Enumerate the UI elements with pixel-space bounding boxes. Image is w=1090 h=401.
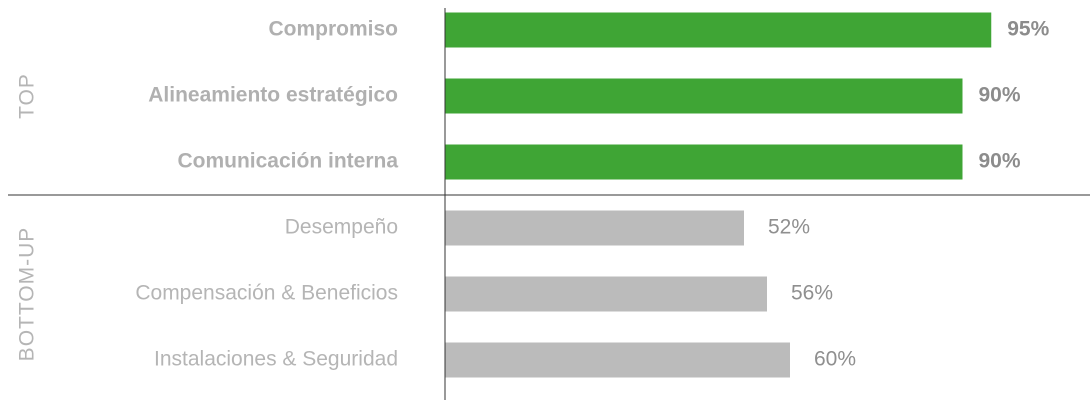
value-label: 90% — [979, 84, 1021, 107]
bar — [445, 12, 992, 48]
bar — [445, 78, 963, 114]
group-label: TOP — [16, 73, 39, 119]
bar — [445, 210, 744, 246]
bar — [445, 276, 767, 312]
group-label: BOTTOM-UP — [16, 227, 39, 362]
category-label: Instalaciones & Seguridad — [154, 348, 398, 371]
category-label: Compromiso — [268, 18, 398, 41]
category-label: Compensación & Beneficios — [135, 282, 398, 305]
bar — [445, 342, 790, 378]
bar — [445, 144, 963, 180]
value-label: 60% — [814, 348, 856, 371]
category-label: Comunicación interna — [177, 150, 398, 173]
category-label: Alineamiento estratégico — [148, 84, 398, 107]
value-label: 52% — [768, 216, 810, 239]
category-label: Desempeño — [285, 216, 398, 239]
value-label: 56% — [791, 282, 833, 305]
value-label: 95% — [1007, 18, 1049, 41]
value-label: 90% — [979, 150, 1021, 173]
